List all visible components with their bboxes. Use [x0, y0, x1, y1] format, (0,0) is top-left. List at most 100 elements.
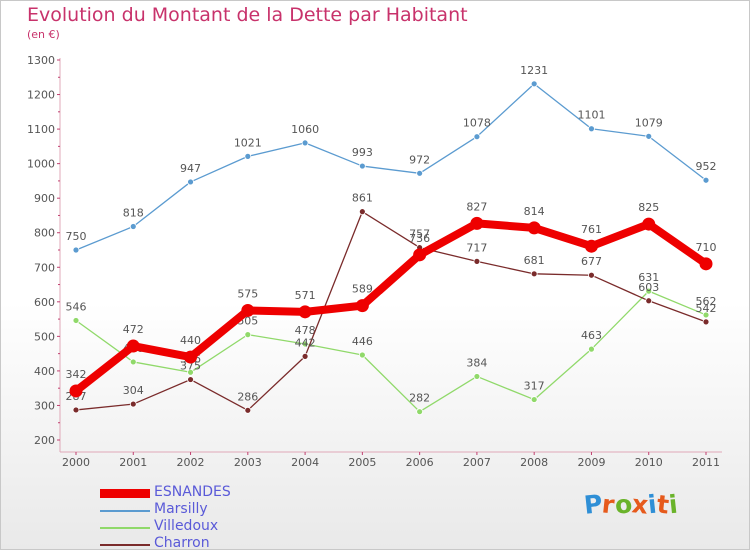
data-label-villedoux: 463	[581, 329, 602, 342]
data-point-marsilly	[187, 178, 194, 186]
data-point-villedoux	[301, 340, 309, 348]
data-point-marsilly	[473, 133, 481, 141]
y-tick-label: 700	[34, 261, 55, 274]
x-tick-label: 2010	[635, 456, 663, 469]
data-point-charron	[702, 318, 710, 326]
data-point-charron	[588, 271, 595, 279]
data-label-villedoux: 631	[638, 271, 659, 284]
y-tick-label: 300	[34, 399, 55, 412]
legend-swatch	[100, 527, 150, 529]
x-tick-label: 2004	[291, 456, 319, 469]
data-point-esnandes	[642, 217, 656, 231]
data-label-esnandes: 761	[581, 223, 602, 236]
data-point-charron	[244, 406, 252, 414]
data-label-esnandes: 736	[409, 232, 430, 245]
data-point-esnandes	[241, 303, 255, 317]
x-tick-label: 2011	[692, 456, 720, 469]
data-label-esnandes: 575	[237, 287, 258, 300]
data-point-esnandes	[584, 239, 598, 253]
data-point-villedoux	[473, 373, 481, 380]
data-label-charron: 677	[581, 255, 602, 268]
data-point-esnandes	[470, 216, 484, 230]
data-label-marsilly: 750	[66, 230, 87, 243]
y-tick-label: 600	[34, 296, 55, 309]
data-point-charron	[72, 406, 80, 414]
series-line-villedoux	[75, 290, 707, 413]
x-tick-label: 2003	[234, 456, 262, 469]
data-label-charron: 286	[237, 390, 258, 403]
legend-label: Marsilly	[154, 501, 208, 517]
x-tick-label: 2007	[463, 456, 491, 469]
data-label-charron: 542	[696, 302, 717, 315]
data-point-marsilly	[588, 125, 595, 133]
x-tick-label: 2006	[406, 456, 434, 469]
chart-subtitle: (en €)	[27, 28, 60, 41]
y-tick-label: 800	[34, 227, 55, 240]
data-label-charron: 304	[123, 384, 144, 397]
data-label-villedoux: 282	[409, 392, 430, 405]
legend-item-charron: Charron	[100, 535, 320, 553]
y-tick-label: 900	[34, 192, 55, 205]
data-label-charron: 757	[409, 228, 430, 241]
data-label-charron: 861	[352, 192, 373, 205]
legend-swatch	[100, 489, 150, 498]
data-label-villedoux: 562	[696, 295, 717, 308]
x-tick-label: 2001	[119, 456, 147, 469]
data-point-villedoux	[129, 358, 137, 366]
data-label-villedoux: 478	[295, 324, 316, 337]
data-label-esnandes: 825	[638, 201, 659, 214]
data-point-marsilly	[416, 169, 424, 177]
data-point-charron	[645, 297, 653, 305]
y-tick-label: 200	[34, 434, 55, 447]
data-label-charron: 603	[638, 281, 659, 294]
proxiti-logo: Proxiti	[582, 489, 679, 520]
data-point-esnandes	[126, 339, 140, 353]
x-tick-label: 2005	[348, 456, 376, 469]
data-point-charron	[301, 352, 309, 360]
data-point-charron	[473, 257, 481, 265]
y-tick-label: 1300	[27, 54, 55, 67]
data-label-marsilly: 1231	[520, 64, 548, 77]
data-point-marsilly	[244, 152, 252, 160]
x-tick-label: 2008	[520, 456, 548, 469]
x-tick-label: 2009	[577, 456, 605, 469]
data-point-villedoux	[588, 345, 595, 353]
series-line-charron	[75, 211, 707, 411]
data-point-marsilly	[301, 139, 309, 147]
data-point-villedoux	[645, 287, 653, 295]
data-label-marsilly: 1078	[463, 117, 491, 130]
data-point-marsilly	[702, 176, 710, 184]
data-label-marsilly: 993	[352, 146, 373, 159]
data-label-esnandes: 814	[524, 205, 545, 218]
data-point-esnandes	[298, 305, 312, 319]
data-point-marsilly	[645, 132, 653, 140]
data-label-charron: 375	[180, 360, 201, 373]
series-line-marsilly	[75, 83, 707, 251]
legend-swatch	[100, 510, 150, 512]
legend-label: Charron	[154, 535, 210, 551]
data-point-villedoux	[244, 331, 252, 339]
data-point-esnandes	[699, 257, 713, 271]
data-point-marsilly	[530, 80, 538, 88]
data-label-villedoux: 317	[524, 380, 545, 393]
data-label-esnandes: 827	[466, 200, 487, 213]
chart-legend: ESNANDES Marsilly Villedoux Charron	[100, 484, 320, 553]
data-label-villedoux: 546	[66, 300, 87, 313]
data-label-marsilly: 1060	[291, 123, 319, 136]
data-point-villedoux	[72, 317, 80, 324]
data-label-marsilly: 1079	[635, 116, 663, 129]
data-label-marsilly: 1101	[577, 109, 605, 122]
y-tick-label: 400	[34, 365, 55, 378]
data-point-esnandes	[69, 384, 83, 398]
data-label-marsilly: 818	[123, 207, 144, 220]
data-label-esnandes: 710	[696, 241, 717, 254]
data-point-charron	[530, 270, 538, 278]
chart-title: Evolution du Montant de la Dette par Hab…	[27, 4, 468, 26]
legend-item-marsilly: Marsilly	[100, 501, 320, 519]
y-tick-label: 500	[34, 330, 55, 343]
data-point-villedoux	[416, 408, 424, 416]
x-tick-label: 2000	[62, 456, 90, 469]
data-label-esnandes: 472	[123, 323, 144, 336]
data-label-esnandes: 342	[66, 368, 87, 381]
